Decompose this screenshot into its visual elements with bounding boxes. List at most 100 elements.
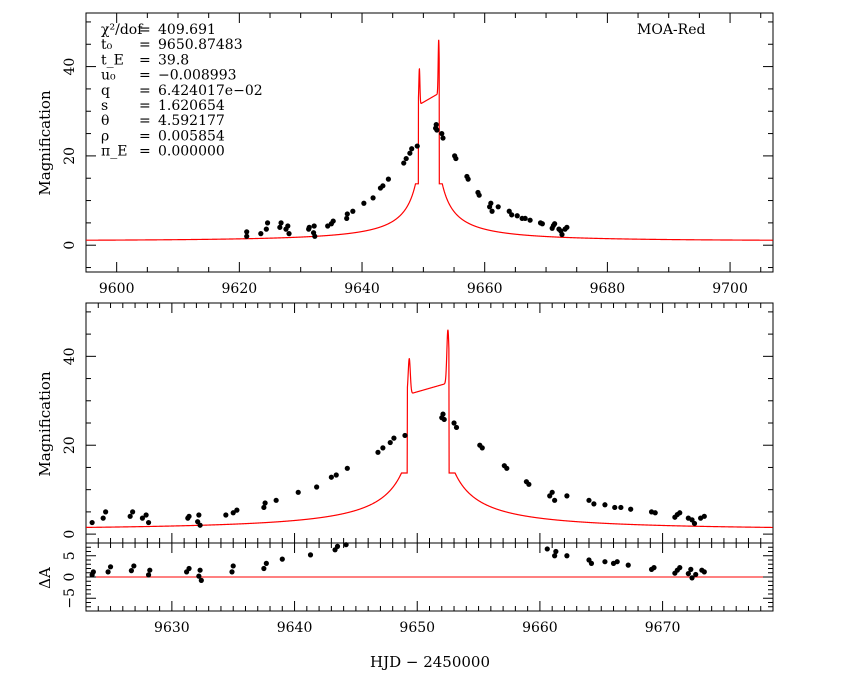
data-point [544, 546, 550, 552]
data-point [261, 565, 267, 572]
data-point [223, 512, 229, 518]
data-point [312, 233, 318, 239]
data-point [527, 217, 533, 223]
data-point [334, 543, 341, 550]
data-point [89, 519, 95, 526]
data-point [314, 484, 320, 490]
data-point [539, 221, 545, 227]
data-point [350, 208, 356, 214]
data-point [614, 559, 620, 565]
data-point [693, 571, 699, 578]
param-value: 0.005854 [158, 128, 225, 144]
data-point [549, 489, 555, 495]
data-point [391, 435, 397, 441]
y-tick-label: 40 [62, 347, 78, 365]
top-panel: 9600 9620 9640 9660 9680 9700 0 20 40 Magnificat… [36, 12, 774, 297]
y-tick-label: 0 [62, 573, 78, 582]
data-point [433, 122, 439, 128]
y-tick-label: 0 [62, 530, 78, 539]
data-point [361, 200, 367, 206]
param-symbol: s [101, 98, 108, 114]
data-point [344, 465, 350, 471]
data-point [618, 504, 624, 511]
param-equals: = [139, 68, 151, 84]
data-point [495, 204, 501, 210]
param-value: 0.000000 [158, 144, 225, 160]
data-point [402, 432, 408, 439]
data-point [380, 183, 386, 189]
data-point [688, 566, 694, 572]
data-point [401, 160, 407, 166]
data-point [453, 155, 459, 162]
param-symbol: π_E [101, 144, 127, 160]
data-point [689, 575, 695, 581]
param-value: 6.424017e−02 [158, 83, 263, 99]
data-point [307, 552, 314, 558]
data-point [564, 493, 570, 499]
param-equals: = [139, 83, 151, 99]
data-point [552, 553, 558, 559]
data-point [651, 565, 657, 571]
bottom-panel-frame [85, 302, 774, 544]
x-tick-label: 9660 [522, 620, 558, 636]
data-point [403, 155, 409, 162]
data-point [143, 512, 149, 518]
bottom-axis-ticks: 0 20 40 [62, 303, 774, 543]
data-point [196, 573, 202, 579]
data-point [197, 567, 203, 573]
model-curve-path [86, 39, 773, 241]
residual-panel: 9630 9640 9650 9660 9670 −5 0 5 ΔA HJD − 245000… [36, 542, 774, 671]
x-axis-title: HJD − 2450000 [370, 653, 490, 671]
y-tick-label: 40 [62, 58, 78, 76]
x-tick-label: 9700 [712, 281, 748, 297]
x-tick-label: 9640 [344, 281, 380, 297]
data-point [263, 226, 269, 232]
data-point [602, 502, 608, 508]
data-point [677, 565, 683, 571]
data-point [552, 221, 558, 227]
data-point [262, 500, 268, 506]
top-panel-frame [85, 12, 774, 273]
data-point [244, 229, 250, 235]
data-point [186, 513, 192, 519]
data-point [586, 497, 592, 503]
data-point [273, 497, 279, 503]
data-point [441, 416, 447, 423]
data-point [234, 507, 240, 513]
data-point [387, 439, 393, 446]
param-equals: = [139, 128, 151, 144]
data-point [553, 548, 559, 555]
data-point [564, 553, 570, 559]
x-tick-label: 9600 [99, 281, 135, 297]
param-equals: = [139, 22, 151, 38]
data-point [230, 563, 236, 569]
data-point [311, 223, 317, 229]
data-point [230, 510, 236, 516]
data-point [278, 220, 284, 226]
data-point [522, 215, 528, 222]
data-point [602, 559, 608, 565]
bottom-y-axis-title: Magnification [36, 371, 54, 477]
data-point [479, 445, 485, 451]
data-point [451, 420, 457, 426]
data-point [559, 231, 565, 238]
data-point [588, 560, 595, 567]
data-point [90, 569, 96, 575]
data-point [370, 195, 376, 201]
y-tick-label: 20 [62, 436, 78, 454]
residual-y-axis-title: ΔA [36, 567, 54, 589]
data-point [434, 127, 440, 133]
data-point [414, 143, 420, 149]
data-point [333, 472, 339, 478]
y-tick-label: 5 [62, 551, 78, 560]
data-point [380, 445, 386, 451]
data-point [385, 176, 391, 182]
param-value: −0.008993 [158, 68, 237, 84]
data-point [344, 211, 350, 217]
x-tick-label: 9650 [399, 620, 435, 636]
data-point [139, 515, 146, 521]
data-point [677, 510, 683, 516]
x-tick-label: 9620 [222, 281, 258, 297]
